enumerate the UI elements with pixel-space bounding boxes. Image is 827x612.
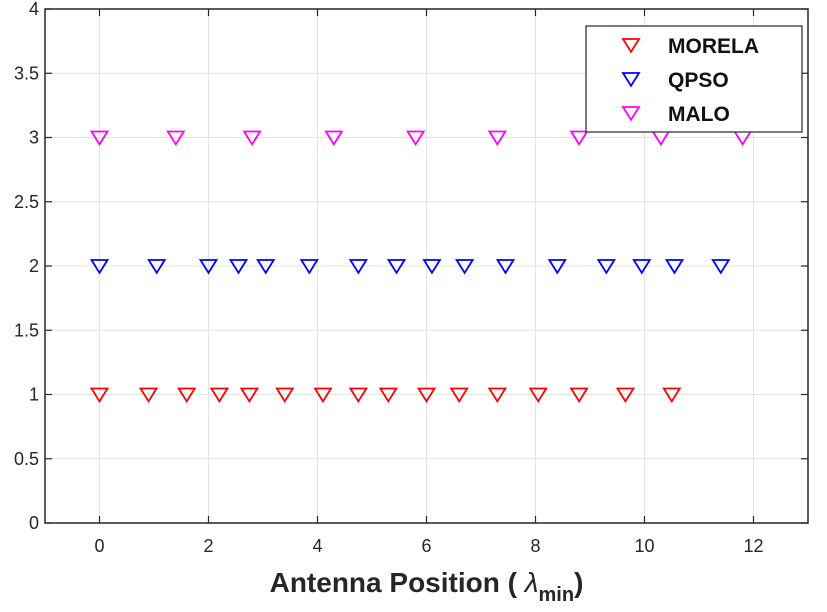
data-point-morela (138, 387, 159, 403)
data-point-qpso (386, 259, 407, 275)
y-tick-label: 2.5 (14, 192, 39, 212)
legend: MORELA QPSO MALO (585, 25, 803, 133)
y-tick-label: 4 (29, 0, 39, 19)
legend-box (585, 25, 803, 133)
data-point-morela (528, 387, 548, 403)
x-tick-label: 8 (530, 536, 540, 556)
legend-marker-morela (621, 38, 641, 54)
data-point-morela (209, 387, 230, 403)
data-point-morela (275, 387, 295, 403)
legend-label-qpso: QPSO (668, 69, 729, 92)
data-point-qpso (198, 259, 219, 275)
y-tick-label: 1 (29, 385, 39, 405)
x-tick-label: 4 (312, 536, 322, 556)
data-point-qpso (547, 259, 567, 275)
data-point-morela (378, 387, 398, 403)
x-tick-label: 2 (203, 536, 213, 556)
data-point-morela (487, 387, 507, 403)
data-point-qpso (596, 259, 616, 275)
data-point-malo (487, 130, 507, 146)
y-tick-label: 0.5 (14, 449, 39, 469)
data-point-qpso (89, 259, 110, 275)
series-morela (89, 387, 682, 403)
data-point-qpso (495, 259, 516, 275)
data-point-morela (416, 387, 437, 403)
y-tick-label: 2 (29, 256, 39, 276)
data-point-malo (242, 130, 262, 146)
axis-layer: 0 2 4 6 8 10 12 0 0.5 1 1.5 2 2.5 3 3.5 4 (14, 0, 808, 556)
y-tick-label: 3.5 (14, 63, 39, 83)
y-tick-label: 0 (29, 513, 39, 533)
x-axis-label: Antenna Position ( λmin) (270, 567, 584, 606)
x-tick-label: 0 (94, 536, 104, 556)
data-point-morela (239, 387, 259, 403)
series-layer (89, 130, 753, 403)
legend-label-morela: MORELA (668, 35, 759, 58)
series-qpso (89, 259, 731, 275)
data-point-qpso (664, 259, 685, 275)
data-point-morela (662, 387, 682, 403)
data-point-malo (166, 130, 186, 146)
data-point-malo (569, 130, 589, 146)
data-point-qpso (147, 259, 167, 275)
data-point-qpso (422, 259, 442, 275)
y-tick-label: 1.5 (14, 320, 39, 340)
y-tick-label: 3 (29, 128, 39, 148)
legend-label-malo: MALO (668, 103, 730, 126)
data-point-morela (348, 387, 368, 403)
series-malo (89, 130, 753, 146)
x-tick-label: 6 (421, 536, 431, 556)
data-point-malo (324, 130, 344, 146)
data-point-morela (449, 387, 469, 403)
x-axis-label-close: ) (574, 567, 583, 598)
data-point-morela (313, 387, 333, 403)
data-point-morela (89, 387, 110, 403)
data-point-qpso (711, 259, 731, 275)
data-point-qpso (348, 259, 368, 275)
x-axis-label-main: Antenna Position ( (270, 567, 525, 598)
data-point-morela (177, 387, 197, 403)
data-point-morela (615, 387, 636, 403)
legend-marker-qpso (621, 72, 641, 88)
data-point-morela (569, 387, 589, 403)
data-point-qpso (256, 259, 276, 275)
data-point-qpso (632, 259, 652, 275)
x-axis-label-subscript: min (539, 584, 575, 606)
x-axis-label-symbol: λ (523, 567, 539, 598)
data-point-qpso (299, 259, 319, 275)
legend-marker-malo (621, 106, 641, 122)
data-point-qpso (228, 259, 249, 275)
x-tick-label: 12 (743, 536, 763, 556)
data-point-malo (405, 130, 426, 146)
x-tick-label: 10 (634, 536, 654, 556)
data-point-qpso (455, 259, 475, 275)
data-point-malo (89, 130, 110, 146)
